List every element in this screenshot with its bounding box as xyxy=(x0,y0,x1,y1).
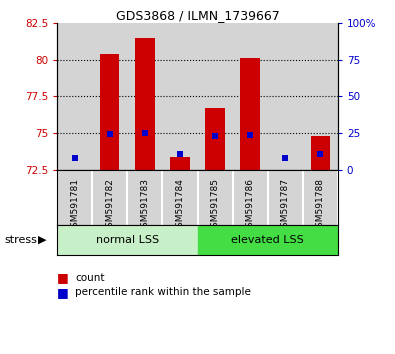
Bar xyxy=(267,170,303,225)
Text: ■: ■ xyxy=(57,286,69,298)
Title: GDS3868 / ILMN_1739667: GDS3868 / ILMN_1739667 xyxy=(116,9,279,22)
Bar xyxy=(57,225,198,255)
Text: stress: stress xyxy=(4,235,37,245)
Bar xyxy=(57,170,92,225)
Bar xyxy=(267,23,303,170)
Text: GSM591787: GSM591787 xyxy=(280,178,290,233)
Bar xyxy=(198,225,338,255)
Bar xyxy=(162,23,198,170)
Text: GSM591788: GSM591788 xyxy=(316,178,325,233)
Bar xyxy=(198,23,233,170)
Bar xyxy=(127,170,162,225)
Bar xyxy=(310,136,330,170)
Bar xyxy=(135,38,154,170)
Text: GSM591782: GSM591782 xyxy=(105,178,115,233)
Text: ■: ■ xyxy=(57,272,69,284)
Text: GSM591786: GSM591786 xyxy=(246,178,255,233)
Text: percentile rank within the sample: percentile rank within the sample xyxy=(75,287,251,297)
Text: count: count xyxy=(75,273,105,283)
Bar xyxy=(100,54,120,170)
Text: GSM591781: GSM591781 xyxy=(70,178,79,233)
Bar xyxy=(57,23,92,170)
Text: GSM591783: GSM591783 xyxy=(140,178,149,233)
Bar xyxy=(205,108,225,170)
Bar xyxy=(303,23,338,170)
Bar xyxy=(92,170,127,225)
Text: elevated LSS: elevated LSS xyxy=(231,235,304,245)
Text: GSM591785: GSM591785 xyxy=(211,178,220,233)
Bar xyxy=(127,23,162,170)
Bar xyxy=(198,170,233,225)
Text: normal LSS: normal LSS xyxy=(96,235,159,245)
Bar xyxy=(162,170,198,225)
Bar xyxy=(233,23,267,170)
Text: GSM591784: GSM591784 xyxy=(175,178,184,233)
Bar xyxy=(233,170,267,225)
Bar xyxy=(303,170,338,225)
Bar xyxy=(170,157,190,170)
Bar xyxy=(241,58,260,170)
Bar xyxy=(92,23,127,170)
Text: ▶: ▶ xyxy=(38,235,46,245)
